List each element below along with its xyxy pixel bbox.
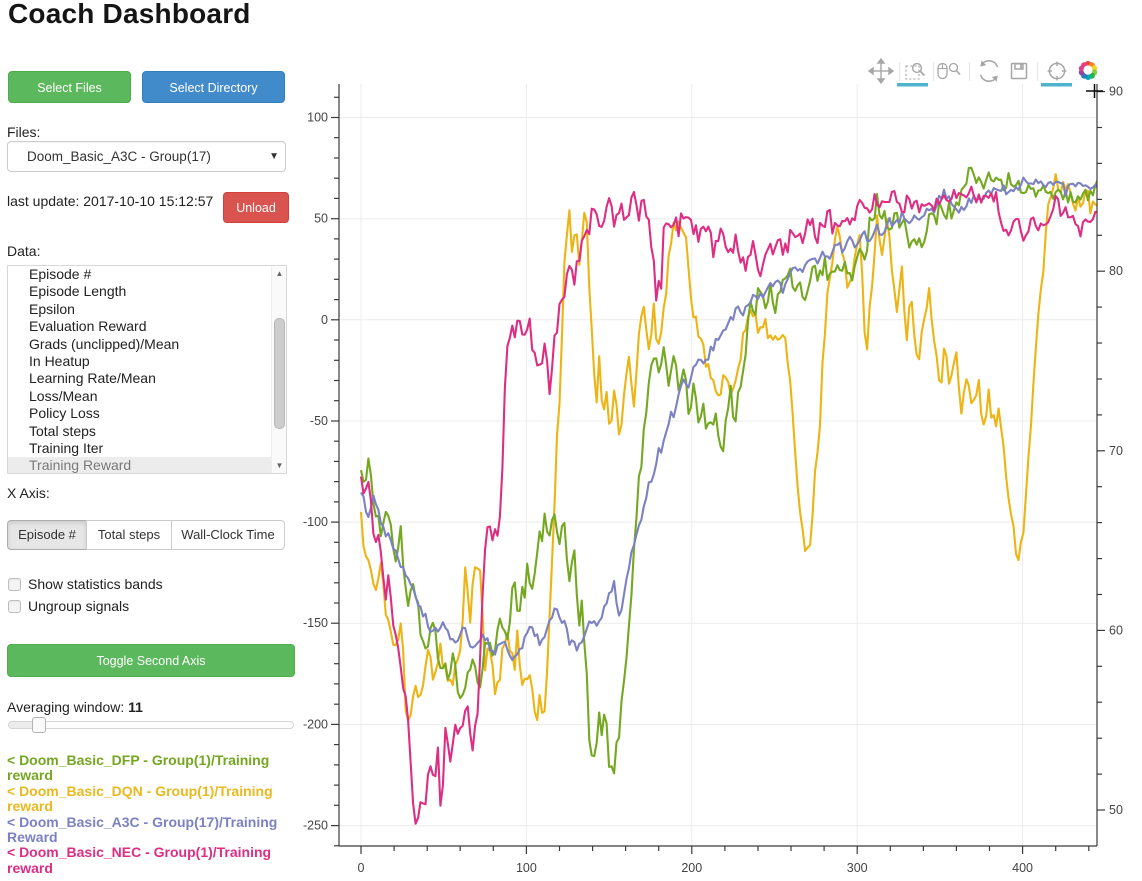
svg-text:50: 50 xyxy=(314,212,328,226)
svg-text:100: 100 xyxy=(516,861,537,875)
svg-text:-150: -150 xyxy=(303,616,328,630)
svg-text:-200: -200 xyxy=(303,717,328,731)
svg-text:60: 60 xyxy=(1109,623,1123,637)
svg-text:400: 400 xyxy=(1012,861,1033,875)
svg-text:0: 0 xyxy=(358,861,365,875)
svg-text:50: 50 xyxy=(1109,803,1123,817)
svg-text:-100: -100 xyxy=(303,515,328,529)
svg-text:-250: -250 xyxy=(303,819,328,833)
svg-text:0: 0 xyxy=(321,313,328,327)
svg-text:80: 80 xyxy=(1109,264,1123,278)
svg-text:300: 300 xyxy=(847,861,868,875)
svg-text:100: 100 xyxy=(307,111,328,125)
svg-text:70: 70 xyxy=(1109,444,1123,458)
svg-text:200: 200 xyxy=(681,861,702,875)
svg-text:-50: -50 xyxy=(310,414,328,428)
svg-text:90: 90 xyxy=(1109,85,1123,99)
